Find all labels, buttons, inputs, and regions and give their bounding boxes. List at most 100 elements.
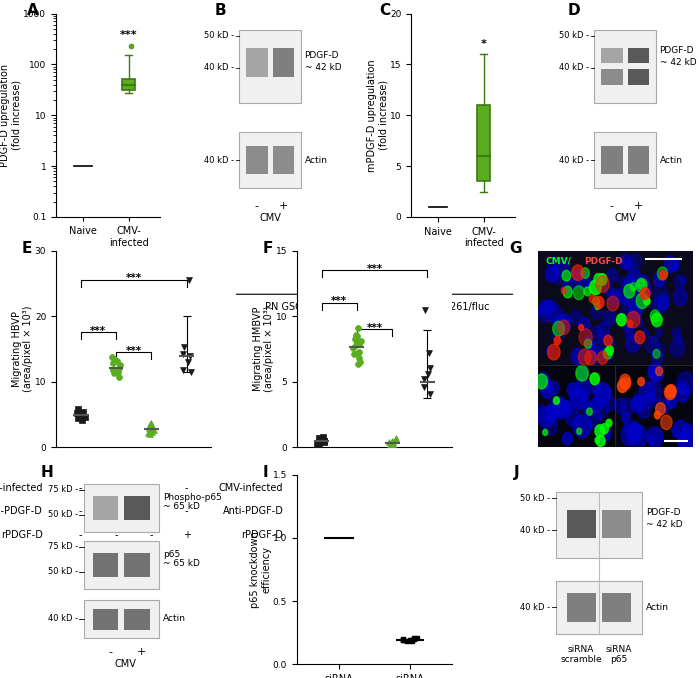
Text: I: I [262, 465, 268, 480]
Circle shape [654, 272, 665, 287]
Text: ***: *** [331, 296, 347, 306]
Bar [272, 146, 294, 174]
Circle shape [664, 256, 677, 273]
Text: 50 kD -: 50 kD - [204, 31, 234, 40]
Point [425, 362, 436, 373]
Text: 50 kD -: 50 kD - [520, 494, 550, 503]
Circle shape [562, 271, 570, 281]
Circle shape [583, 403, 592, 414]
Point [177, 349, 188, 360]
Point [383, 437, 394, 447]
Y-axis label: Migrating HMBVP
(area/pixel × 10³): Migrating HMBVP (area/pixel × 10³) [253, 306, 274, 393]
Circle shape [595, 303, 600, 309]
Text: -: - [426, 506, 429, 517]
Circle shape [679, 431, 694, 450]
Circle shape [666, 384, 676, 398]
Circle shape [607, 268, 618, 283]
Point [125, 41, 136, 52]
Bar [93, 496, 118, 519]
Text: -: - [185, 506, 188, 517]
Text: 40 kD -: 40 kD - [559, 64, 589, 73]
Circle shape [607, 296, 619, 311]
Point [144, 423, 155, 434]
Circle shape [569, 270, 579, 283]
Text: 40 kD -: 40 kD - [204, 155, 234, 165]
Text: Actin: Actin [304, 155, 328, 165]
Circle shape [552, 330, 563, 342]
Bar [628, 146, 649, 174]
Circle shape [678, 380, 689, 393]
Point [114, 359, 125, 370]
Point [148, 424, 160, 435]
Point [108, 365, 119, 376]
Point [386, 441, 398, 452]
Point [397, 635, 408, 645]
Y-axis label: p65 knockdown
efficiency: p65 knockdown efficiency [250, 531, 272, 608]
Point [351, 331, 363, 342]
Circle shape [571, 311, 581, 323]
Text: +: + [389, 483, 396, 493]
Point [312, 438, 323, 449]
Circle shape [630, 283, 636, 291]
Text: CMV: CMV [259, 213, 281, 223]
Circle shape [623, 277, 636, 294]
Circle shape [584, 339, 592, 348]
Point [350, 330, 361, 340]
Circle shape [646, 381, 662, 401]
Text: 75 kD -: 75 kD - [48, 542, 78, 551]
Point [353, 346, 364, 357]
Point [74, 409, 85, 420]
Circle shape [592, 398, 608, 419]
Point [404, 635, 415, 645]
Text: CMV: CMV [614, 213, 636, 223]
Point [351, 337, 363, 348]
Circle shape [620, 254, 631, 269]
Circle shape [672, 328, 681, 339]
Circle shape [623, 294, 633, 306]
Circle shape [607, 290, 620, 307]
Circle shape [603, 351, 612, 362]
Point [418, 382, 429, 393]
Circle shape [674, 275, 685, 288]
Circle shape [545, 266, 559, 282]
Circle shape [597, 322, 610, 338]
Point [422, 369, 433, 380]
Point [145, 422, 156, 433]
Circle shape [627, 320, 633, 327]
Point [144, 418, 155, 429]
Point [145, 429, 156, 440]
Circle shape [552, 303, 559, 312]
Circle shape [589, 326, 603, 344]
Circle shape [617, 380, 627, 393]
Point [425, 388, 436, 399]
Circle shape [583, 336, 590, 345]
Circle shape [603, 348, 612, 359]
Point [349, 334, 360, 344]
Text: 50 kD -: 50 kD - [48, 511, 78, 519]
Circle shape [578, 317, 590, 332]
Text: Anti-PDGF-D: Anti-PDGF-D [223, 506, 284, 517]
Circle shape [590, 373, 599, 385]
Bar [628, 68, 649, 85]
Text: CMV/: CMV/ [545, 257, 571, 266]
Text: -: - [114, 506, 118, 517]
Circle shape [578, 349, 591, 365]
Point [409, 633, 420, 644]
Text: 40 kD -: 40 kD - [520, 525, 550, 535]
Circle shape [680, 276, 687, 285]
Circle shape [666, 396, 676, 408]
Circle shape [562, 279, 574, 294]
Circle shape [564, 315, 570, 323]
Circle shape [617, 314, 626, 326]
Point [108, 354, 119, 365]
Bar [84, 600, 158, 638]
Text: -: - [255, 201, 258, 211]
Circle shape [593, 297, 599, 306]
Text: ~ 42 kD: ~ 42 kD [646, 521, 683, 530]
Circle shape [561, 401, 572, 415]
Circle shape [594, 273, 603, 284]
Bar [601, 146, 622, 174]
Point [147, 420, 158, 431]
Circle shape [546, 346, 553, 355]
Bar [239, 132, 302, 188]
